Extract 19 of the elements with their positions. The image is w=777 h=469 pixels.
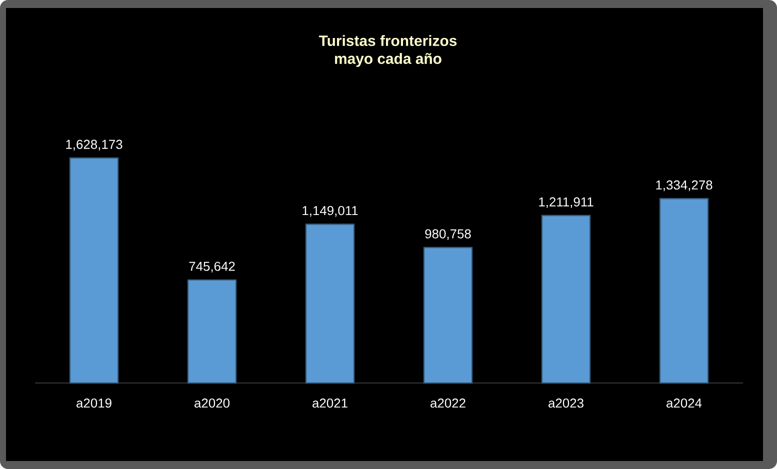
x-tick-label: a2020: [194, 398, 230, 408]
data-label: 1,149,011: [302, 206, 358, 217]
data-label: 1,211,911: [539, 197, 594, 208]
data-label: 1,628,173: [66, 140, 122, 150]
bar: [305, 224, 355, 384]
x-tick-label: a2022: [430, 398, 466, 408]
data-label: 1,334,278: [656, 180, 712, 192]
x-tick-label: a2021: [312, 398, 348, 408]
data-label: 745,642: [189, 262, 235, 272]
data-label: 980,758: [425, 229, 471, 240]
bar: [423, 246, 473, 384]
x-tick-label: a2019: [76, 398, 112, 408]
x-tick-label: a2024: [666, 398, 702, 408]
bar: [187, 279, 237, 384]
x-tick-label: a2023: [548, 398, 584, 408]
bar: [541, 214, 591, 384]
chart-title: Turistas fronterizos mayo cada año: [318, 35, 457, 67]
bar: [69, 157, 119, 384]
bar: [659, 198, 709, 384]
